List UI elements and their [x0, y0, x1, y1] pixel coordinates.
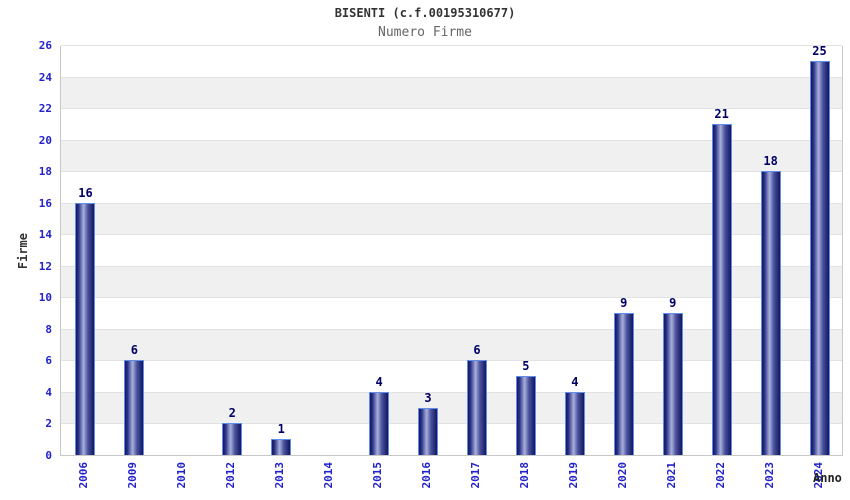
bar-value-label: 9: [620, 296, 628, 311]
bar-2019: [564, 391, 585, 455]
bar-2022: [711, 123, 732, 455]
bar-2012: [222, 423, 243, 455]
y-tick-label: 18: [38, 165, 52, 179]
chart-title: BISENTI (c.f.00195310677): [334, 6, 516, 20]
y-tick-label: 2: [45, 417, 52, 431]
bar-2015: [369, 391, 390, 455]
bar-value-label: 21: [714, 106, 729, 121]
bar-value-label: 9: [669, 296, 677, 311]
y-axis-ticks: 0 2 4 6 8 10 12 14 16 18 20 22 24 26: [0, 39, 56, 462]
x-tick-label: 2016: [420, 462, 434, 489]
bar-2018: [515, 376, 536, 455]
y-tick-label: 12: [38, 259, 52, 273]
y-tick-label: 4: [45, 385, 52, 399]
bar-value-label: 5: [522, 359, 530, 374]
y-tick-label: 26: [38, 39, 52, 52]
y-tick-label: 16: [38, 196, 52, 210]
bar-2023: [760, 171, 781, 455]
x-tick-label: 2015: [371, 462, 385, 489]
bar-value-label: 4: [571, 374, 579, 389]
y-tick-label: 22: [38, 102, 52, 116]
x-tick-label: 2013: [273, 462, 287, 489]
x-tick-label: 2017: [468, 462, 482, 489]
x-tick-label: 2014: [322, 462, 336, 489]
y-tick-label: 20: [38, 133, 52, 147]
bar-value-label: 2: [228, 406, 236, 421]
y-tick-label: 24: [38, 70, 52, 84]
x-tick-label: 2006: [77, 462, 91, 489]
x-tick-label: 2010: [175, 462, 189, 489]
bar-2021: [662, 313, 683, 455]
bar-value-label: 3: [424, 390, 432, 405]
x-tick-label: 2019: [566, 462, 580, 489]
bar-2006: [75, 202, 96, 455]
x-tick-label: 2021: [664, 462, 678, 489]
bar-value-label: 6: [473, 343, 481, 358]
bar-value-label: 1: [277, 422, 285, 437]
y-tick-label: 10: [38, 291, 52, 305]
x-axis-title: Anno: [813, 471, 842, 485]
grid-band: [61, 76, 842, 109]
chart-subtitle: Numero Firme: [378, 25, 472, 40]
x-tick-label: 2009: [126, 462, 140, 489]
x-tick-label: 2022: [713, 462, 727, 489]
bar-value-label: 6: [130, 343, 139, 358]
bar-value-label: 4: [375, 374, 383, 389]
y-tick-label: 8: [45, 322, 52, 336]
x-tick-label: 2018: [517, 462, 531, 489]
y-tick-label: 14: [38, 228, 52, 242]
y-tick-label: 0: [45, 449, 52, 462]
grid-band: [61, 45, 842, 77]
bar-2024: [809, 60, 830, 455]
bar-value-label: 25: [812, 43, 827, 58]
bar-value-label: 16: [78, 185, 93, 200]
x-tick-label: 2020: [615, 462, 629, 489]
x-axis-ticks: 2006 2009 2010 2012 2013 2014 2015 2016 2017 2018…: [60, 458, 843, 500]
x-tick-label: 2012: [224, 462, 238, 489]
bar-2020: [613, 313, 634, 455]
plot-area: 16 6 2 1 4 3 6 5 4 9 9 21 18 25: [60, 43, 843, 456]
bar-2013: [271, 439, 292, 455]
bar-2016: [418, 407, 439, 455]
x-tick-label: 2023: [762, 462, 776, 489]
bar-2017: [466, 360, 487, 455]
bar-2009: [124, 360, 145, 455]
bar-value-label: 18: [763, 154, 778, 169]
y-tick-label: 6: [45, 354, 52, 368]
